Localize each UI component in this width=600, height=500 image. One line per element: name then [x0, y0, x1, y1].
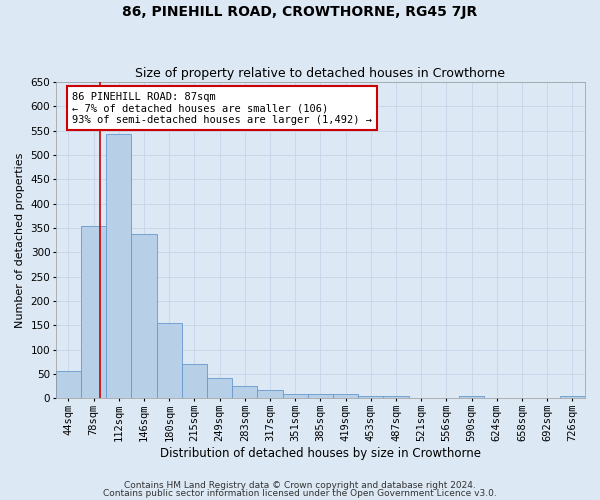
- Bar: [383, 396, 409, 398]
- Bar: [283, 394, 308, 398]
- Bar: [81, 226, 106, 398]
- Bar: [182, 364, 207, 398]
- Bar: [333, 394, 358, 398]
- Bar: [560, 396, 585, 398]
- Bar: [459, 396, 484, 398]
- Bar: [207, 378, 232, 398]
- Bar: [131, 234, 157, 398]
- Bar: [106, 134, 131, 398]
- Bar: [257, 390, 283, 398]
- Bar: [358, 396, 383, 398]
- Y-axis label: Number of detached properties: Number of detached properties: [15, 152, 25, 328]
- Title: Size of property relative to detached houses in Crowthorne: Size of property relative to detached ho…: [136, 66, 505, 80]
- Bar: [157, 323, 182, 398]
- X-axis label: Distribution of detached houses by size in Crowthorne: Distribution of detached houses by size …: [160, 447, 481, 460]
- Bar: [308, 394, 333, 398]
- Text: Contains HM Land Registry data © Crown copyright and database right 2024.: Contains HM Land Registry data © Crown c…: [124, 480, 476, 490]
- Bar: [232, 386, 257, 398]
- Text: 86, PINEHILL ROAD, CROWTHORNE, RG45 7JR: 86, PINEHILL ROAD, CROWTHORNE, RG45 7JR: [122, 5, 478, 19]
- Text: Contains public sector information licensed under the Open Government Licence v3: Contains public sector information licen…: [103, 490, 497, 498]
- Text: 86 PINEHILL ROAD: 87sqm
← 7% of detached houses are smaller (106)
93% of semi-de: 86 PINEHILL ROAD: 87sqm ← 7% of detached…: [72, 92, 372, 124]
- Bar: [56, 370, 81, 398]
